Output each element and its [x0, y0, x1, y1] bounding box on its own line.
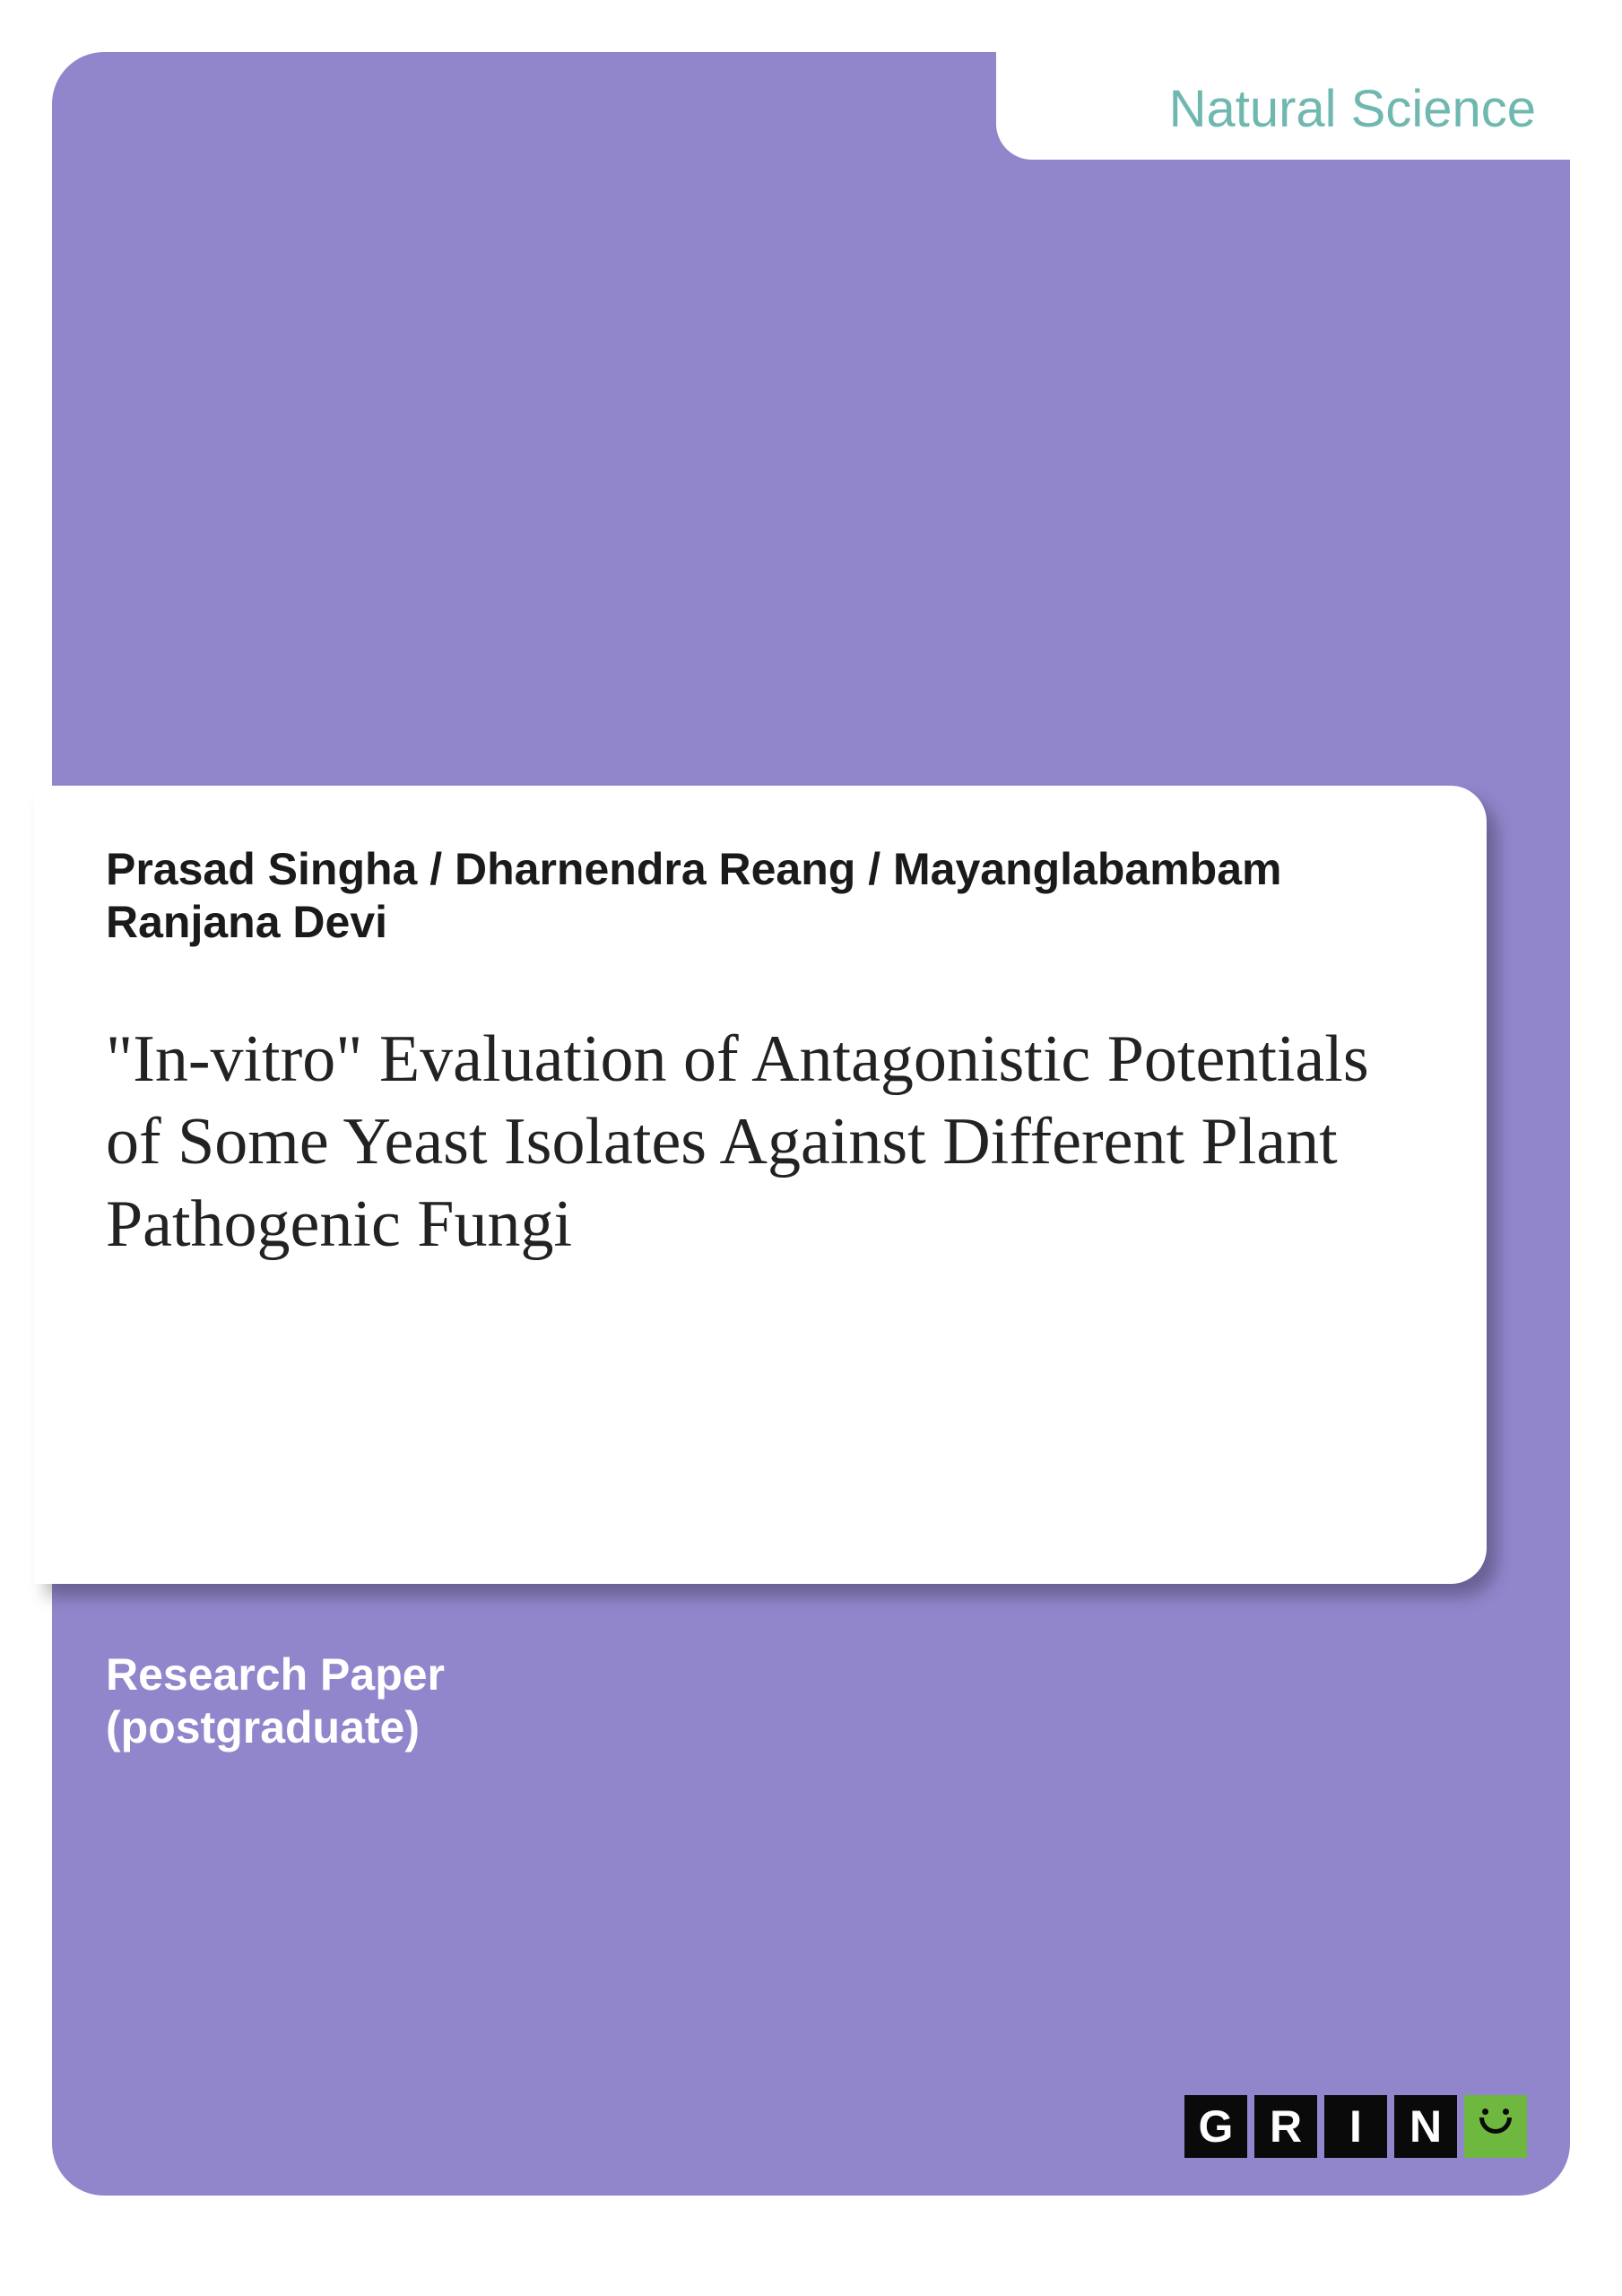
- paper-type-label: Research Paper (postgraduate): [106, 1648, 445, 1754]
- paper-type-line2: (postgraduate): [106, 1701, 445, 1754]
- logo-letter-r: R: [1254, 2095, 1317, 2158]
- paper-type-line1: Research Paper: [106, 1648, 445, 1701]
- logo-smile-icon: [1464, 2095, 1527, 2158]
- logo-letter-n: N: [1394, 2095, 1457, 2158]
- authors-text: Prasad Singha / Dharnendra Reang / Mayan…: [106, 843, 1433, 949]
- title-card: Prasad Singha / Dharnendra Reang / Mayan…: [34, 786, 1487, 1584]
- category-tab: Natural Science: [996, 52, 1570, 160]
- category-label: Natural Science: [1169, 80, 1536, 138]
- logo-letter-g: G: [1184, 2095, 1247, 2158]
- cover-background: Natural Science Prasad Singha / Dharnend…: [52, 52, 1570, 2196]
- logo-letter-i: I: [1324, 2095, 1387, 2158]
- publisher-logo: G R I N: [1184, 2095, 1527, 2158]
- paper-title: "In-vitro" Evaluation of Antagonistic Po…: [106, 1019, 1433, 1265]
